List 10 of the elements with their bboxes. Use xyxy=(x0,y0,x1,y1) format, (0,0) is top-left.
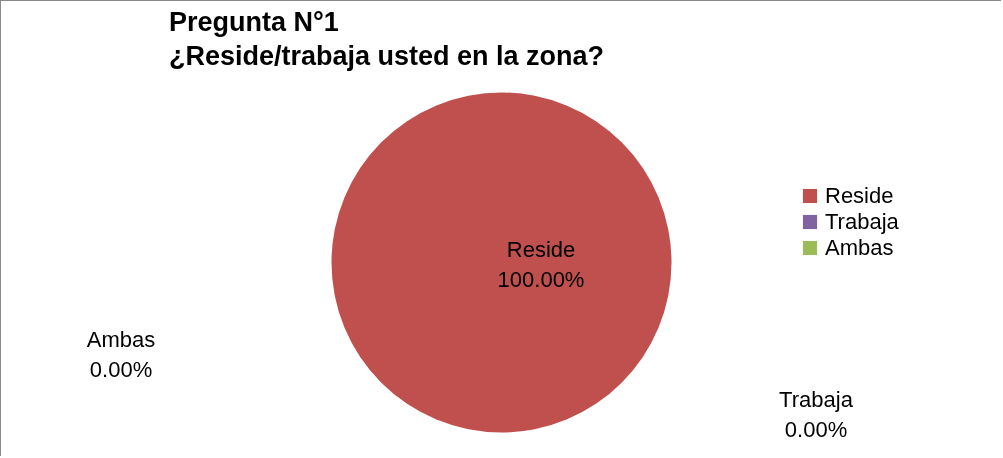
legend-label: Trabaja xyxy=(825,209,900,234)
legend-label: Ambas xyxy=(825,235,894,260)
category-label: Trabaja xyxy=(779,387,853,412)
text: 0.00% xyxy=(784,417,848,442)
legend-label: Reside xyxy=(825,183,894,208)
slice-label: Reside xyxy=(506,237,576,262)
data-label: 100.00% xyxy=(497,267,585,292)
chart-title: Pregunta N°1 ¿Reside/trabaja usted en la zona? xyxy=(169,7,605,71)
category-label: Ambas xyxy=(86,327,156,352)
text: 0.00% xyxy=(89,357,153,382)
